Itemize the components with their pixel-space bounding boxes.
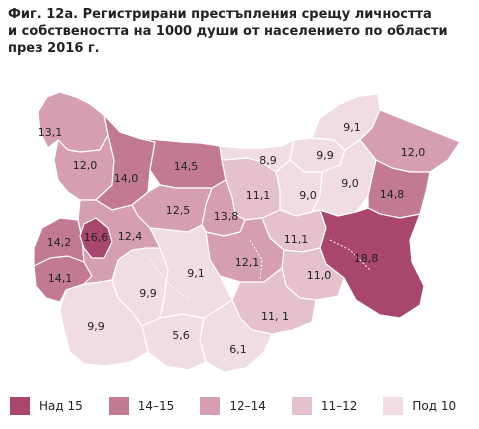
figure-title: Фиг. 12а. Регистрирани престъпления срещ…	[8, 7, 448, 56]
label-blagoevgrad: 9,9	[87, 320, 105, 333]
legend-swatch	[10, 397, 30, 415]
legend-label: Под 10	[412, 399, 457, 413]
label-shumen: 9,0	[341, 177, 359, 190]
label-vtarnovo: 11,1	[246, 189, 271, 202]
inner-border-decoration	[249, 239, 263, 281]
region-smolyan[interactable]	[141, 313, 207, 371]
label-montana: 12,0	[73, 159, 98, 172]
label-pleven: 14,5	[174, 160, 199, 173]
label-smolyan: 5,6	[172, 329, 190, 342]
label-gabrovo: 13,8	[214, 210, 239, 223]
legend-label: 14–15	[137, 399, 175, 413]
bulgaria-regions-map: 13,1 12,0 14,0 14,5 12,5 11,1 8,9 13,8 9…	[33, 91, 461, 373]
region-sofiacity[interactable]	[79, 217, 113, 259]
label-sofiaprov: 12,4	[118, 230, 143, 243]
map-legend: Над 15 14–15 12–14 11–12 Под 10	[10, 395, 470, 417]
label-kardzhali: 6,1	[229, 343, 247, 356]
label-burgas: 18,8	[354, 252, 379, 265]
inner-border-decoration	[329, 239, 371, 271]
label-silistra: 9,1	[343, 121, 361, 134]
region-vidin[interactable]	[37, 91, 109, 153]
legend-item-12-14: 12–14	[200, 397, 266, 415]
legend-swatch	[291, 397, 312, 415]
label-ruse: 8,9	[259, 154, 277, 167]
legend-swatch	[383, 397, 404, 415]
legend-item-14-15: 14–15	[108, 397, 175, 415]
legend-label: 12–14	[229, 399, 266, 413]
label-plovdiv: 9,1	[187, 267, 205, 280]
label-vidin: 13,1	[38, 126, 63, 139]
label-szagora: 12,1	[235, 256, 260, 269]
label-pernik: 14,2	[47, 236, 72, 249]
label-pazardzhik: 9,9	[139, 287, 157, 300]
legend-item-11-12: 11–12	[291, 397, 358, 415]
legend-item-under10: Под 10	[383, 397, 456, 415]
legend-swatch	[108, 397, 129, 415]
label-vratsa: 14,0	[114, 172, 139, 185]
legend-item-over15: Над 15	[10, 397, 83, 415]
inner-border-decoration	[149, 259, 191, 301]
label-haskovo: 11, 1	[261, 310, 289, 323]
label-sliven: 11,1	[284, 233, 309, 246]
label-yambol: 11,0	[307, 269, 332, 282]
label-varna: 14,8	[380, 188, 405, 201]
label-sofiacity: 16,6	[84, 231, 109, 244]
legend-label: 11–12	[320, 399, 358, 413]
legend-label: Над 15	[39, 399, 83, 413]
label-targovishte: 9,0	[299, 189, 317, 202]
label-lovech: 12,5	[166, 204, 191, 217]
label-dobrich: 12,0	[401, 146, 426, 159]
label-kyustendil: 14,1	[48, 272, 73, 285]
label-razgrad: 9,9	[316, 149, 334, 162]
region-pernik[interactable]	[33, 217, 85, 267]
legend-swatch	[200, 397, 221, 415]
